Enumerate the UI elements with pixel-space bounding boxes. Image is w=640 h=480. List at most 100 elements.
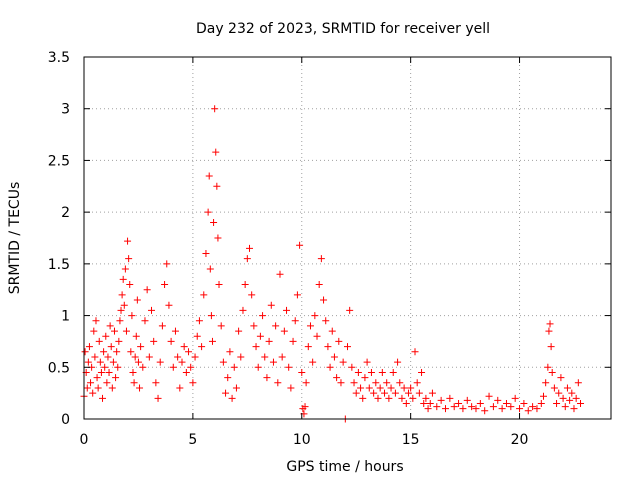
data-point (169, 363, 177, 371)
data-point (134, 358, 142, 366)
data-point (210, 218, 218, 226)
data-point (185, 348, 193, 356)
data-point (113, 348, 121, 356)
data-point (215, 281, 223, 289)
data-point (224, 374, 232, 382)
data-point (424, 405, 432, 413)
data-point (293, 291, 301, 299)
data-point (357, 384, 365, 392)
data-point (100, 348, 108, 356)
data-point (537, 399, 545, 407)
y-tick-label: 3 (61, 102, 70, 118)
data-point (150, 337, 158, 345)
data-point (83, 384, 91, 392)
data-point (99, 394, 107, 402)
data-point (502, 399, 510, 407)
data-point (222, 389, 230, 397)
data-point (545, 327, 553, 335)
data-point (105, 368, 113, 376)
data-point (498, 405, 506, 413)
data-point (91, 353, 99, 361)
x-tick-label: 10 (293, 432, 311, 448)
data-point (407, 384, 415, 392)
data-point (350, 379, 358, 387)
data-point (363, 358, 371, 366)
data-point (311, 312, 319, 320)
data-point (230, 363, 238, 371)
data-point (568, 389, 576, 397)
data-point (90, 327, 98, 335)
data-point (156, 358, 164, 366)
data-point (248, 291, 256, 299)
x-tick-label: 20 (511, 432, 529, 448)
data-point (313, 332, 321, 340)
data-point (145, 353, 153, 361)
data-point (89, 389, 97, 397)
data-point (516, 405, 524, 413)
data-point (570, 405, 578, 413)
data-point (211, 105, 219, 113)
data-point (354, 368, 362, 376)
data-point (315, 281, 323, 289)
data-point (129, 368, 137, 376)
data-point (167, 337, 175, 345)
data-point (131, 353, 139, 361)
y-tick-label: 2 (61, 205, 70, 221)
data-point (335, 337, 343, 345)
data-point (304, 343, 312, 351)
data-point (254, 363, 262, 371)
data-point (365, 384, 373, 392)
data-point (265, 337, 273, 345)
data-point (404, 389, 412, 397)
data-point (103, 379, 111, 387)
data-point (189, 379, 197, 387)
data-point (87, 379, 95, 387)
data-point (239, 306, 247, 314)
data-point (529, 403, 537, 411)
data-point (97, 368, 105, 376)
data-point (309, 358, 317, 366)
data-point (148, 306, 156, 314)
data-point (507, 403, 515, 411)
data-point (276, 270, 284, 278)
data-points (80, 105, 585, 423)
data-point (259, 312, 267, 320)
plot-frame (83, 56, 612, 420)
data-point (298, 368, 306, 376)
data-point (122, 327, 130, 335)
data-point (141, 317, 149, 325)
x-tick-label: 15 (402, 432, 420, 448)
data-point (426, 399, 434, 407)
data-point (420, 399, 428, 407)
data-point (119, 275, 127, 283)
data-point (574, 379, 582, 387)
data-point (485, 392, 493, 400)
data-point (108, 384, 116, 392)
data-point (84, 358, 92, 366)
data-point (120, 301, 128, 309)
data-point (261, 353, 269, 361)
data-point (174, 353, 182, 361)
data-point (422, 394, 430, 402)
data-point (333, 374, 341, 382)
data-point (409, 394, 417, 402)
chart-title: Day 232 of 2023, SRMTID for receiver yel… (196, 21, 490, 37)
data-point (398, 394, 406, 402)
data-point (330, 353, 338, 361)
data-point (494, 396, 502, 404)
data-point (455, 399, 463, 407)
data-point (163, 260, 171, 268)
data-point (252, 343, 260, 351)
data-point (243, 255, 251, 263)
data-point (165, 301, 173, 309)
data-point (114, 363, 122, 371)
data-point (547, 343, 555, 351)
data-point (348, 363, 356, 371)
data-point (154, 394, 162, 402)
data-point (376, 384, 384, 392)
data-point (385, 394, 393, 402)
data-point (555, 389, 563, 397)
data-point (139, 363, 147, 371)
data-point (94, 384, 102, 392)
data-point (472, 405, 480, 413)
